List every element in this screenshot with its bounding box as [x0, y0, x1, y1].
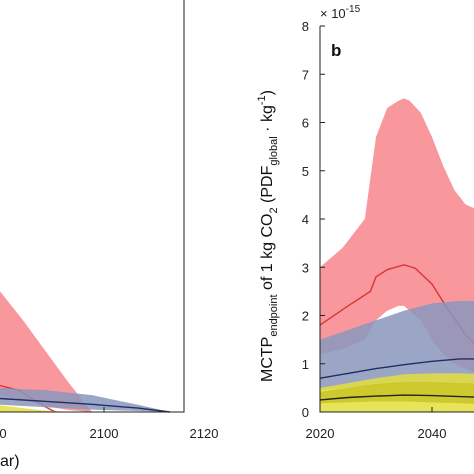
panel-b-xtick-label-2020: 2020 — [306, 426, 335, 441]
ylabel-mid: of 1 kg CO — [259, 214, 276, 295]
panel-b-band-5 — [320, 382, 474, 404]
panel-a-xlabel: ar) — [0, 453, 20, 470]
ylabel-main: MCTP — [259, 337, 276, 382]
ylabel-mid3: · kg — [259, 105, 276, 136]
panel-b-xtick-label-2040: 2040 — [418, 426, 447, 441]
panel-b-y-exponent-base: × 10 — [320, 6, 346, 21]
ylabel-end: ) — [259, 90, 276, 95]
panel-b-ytick-label-7: 7 — [302, 67, 309, 82]
panel-b-ytick-label-8: 8 — [302, 19, 309, 34]
panel-b-label: b — [331, 41, 341, 60]
panel-a-xtick-label-partial: 0 — [0, 426, 7, 441]
panel-a-xtick-label-2100: 2100 — [90, 426, 119, 441]
panel-a-band-2 — [0, 387, 171, 412]
panel-b-y-exponent: × 10-15 — [320, 4, 361, 21]
panel-b-ytick-label-0: 0 — [302, 405, 309, 420]
panel-b-ytick-label-6: 6 — [302, 116, 309, 131]
panel-b-series — [319, 98, 474, 412]
panel-b-ytick-label-4: 4 — [302, 212, 309, 227]
panel-b-line-3 — [319, 358, 474, 379]
ylabel-sub-endpoint: endpoint — [268, 294, 280, 336]
ylabel-sup: -1 — [256, 95, 268, 105]
panel-a-band-0 — [0, 291, 92, 412]
panel-a-line-3 — [0, 397, 171, 413]
panel-b-ytick-label-2: 2 — [302, 309, 309, 324]
panel-b-y-exponent-power: -15 — [346, 4, 361, 15]
panel-b-ytick-label-3: 3 — [302, 260, 309, 275]
panel-a: 0 2100 2120 ar) — [0, 0, 218, 470]
ylabel-sub-global: global — [268, 136, 280, 165]
panel-b-ylabel: MCTPendpoint of 1 kg CO2 (PDFglobal · kg… — [256, 90, 280, 382]
ylabel-sub-2: 2 — [268, 207, 280, 213]
panel-b-yticks: 0 1 2 3 4 5 6 7 8 — [302, 19, 325, 420]
panel-b-ytick-label-5: 5 — [302, 164, 309, 179]
panel-a-band-4 — [0, 405, 69, 412]
panel-b: 0 1 2 3 4 5 6 7 8 2020 2040 b × 10-15 MCTPendpoi… — [256, 4, 474, 441]
panel-b-band-2 — [320, 301, 474, 391]
ylabel-mid2: (PDF — [259, 165, 276, 207]
panel-a-xtick-label-2120: 2120 — [190, 426, 219, 441]
panel-b-line-6 — [319, 394, 474, 401]
panel-a-series — [0, 291, 171, 413]
panel-b-ytick-label-1: 1 — [302, 357, 309, 372]
